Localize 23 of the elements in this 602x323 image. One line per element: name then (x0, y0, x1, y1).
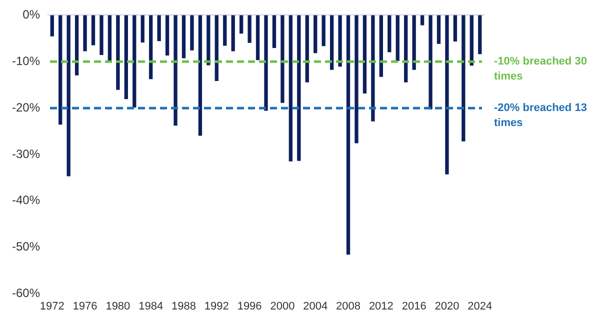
x-tick-label: 2000 (270, 300, 295, 312)
x-tick-label: 2012 (368, 300, 394, 312)
x-tick-label: 2020 (434, 300, 460, 312)
ref-line-label: -20% breached 13 times (494, 102, 587, 130)
x-tick-label: 1996 (237, 300, 262, 312)
x-tick-label: 2004 (303, 300, 328, 312)
x-tick-label: 1988 (172, 300, 196, 312)
y-tick-label: -50% (12, 240, 40, 254)
x-tick-label: 1972 (40, 300, 64, 312)
x-tick-label: 1984 (138, 300, 164, 312)
y-tick-label: -40% (12, 193, 40, 208)
y-tick-label: -30% (12, 146, 40, 161)
x-tick-label: 1980 (106, 300, 130, 312)
y-tick-label: 0% (22, 8, 40, 22)
x-tick-label: 2016 (402, 300, 426, 312)
x-tick-label: 1992 (204, 300, 229, 312)
y-tick-label: -60% (12, 286, 40, 300)
x-tick-label: 2008 (336, 300, 361, 312)
y-tick-label: -10% (12, 54, 40, 68)
x-tick-label: 2024 (468, 300, 492, 312)
x-tick-label: 1976 (72, 300, 98, 312)
y-tick-label: -20% (12, 100, 40, 114)
ref-line-label: -10% breached 30 times (494, 56, 587, 83)
